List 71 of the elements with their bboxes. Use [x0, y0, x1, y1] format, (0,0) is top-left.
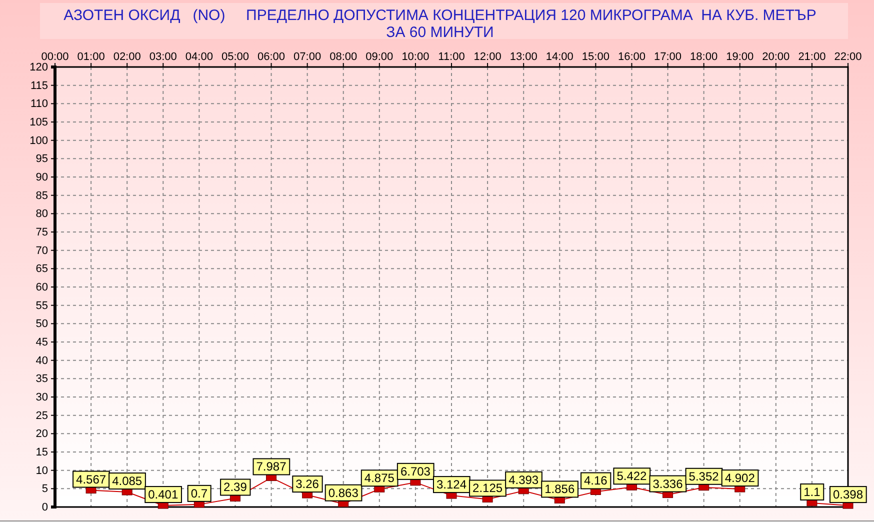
- data-label: 0.398: [832, 488, 864, 502]
- x-tick-label: 02:00: [113, 51, 141, 63]
- x-tick-label: 17:00: [654, 51, 682, 63]
- y-tick-label: 85: [36, 190, 48, 202]
- x-tick-label: 16:00: [618, 51, 646, 63]
- data-label: 5.422: [616, 469, 648, 484]
- x-tick-label: 13:00: [510, 51, 538, 63]
- x-tick-label: 22:00: [834, 51, 862, 63]
- chart-title: АЗОТЕН ОКСИД (NO) ПРЕДЕЛНО ДОПУСТИМА КОНЦЕНТРАЦИЯ 120 МИКРОГРАМА НА КУБ. МЕТЪР: [64, 7, 816, 24]
- data-label: 2.39: [224, 480, 248, 494]
- x-tick-label: 19:00: [726, 51, 754, 63]
- data-label: 7.987: [256, 460, 287, 474]
- y-tick-label: 35: [36, 373, 48, 386]
- x-tick-label: 06:00: [258, 51, 286, 63]
- data-label: 0.401: [148, 488, 178, 502]
- x-tick-label: 10:00: [402, 51, 430, 63]
- data-label: 1.856: [544, 482, 575, 496]
- y-tick-label: 70: [36, 244, 48, 257]
- y-tick-label: 100: [30, 134, 48, 147]
- data-label: 6.703: [400, 464, 431, 478]
- y-tick-label: 5: [42, 483, 48, 496]
- y-tick-label: 110: [30, 98, 48, 110]
- x-tick-label: 07:00: [294, 51, 322, 63]
- y-tick-label: 50: [36, 318, 48, 330]
- y-tick-label: 80: [36, 208, 48, 220]
- y-tick-label: 65: [36, 263, 48, 276]
- y-tick-label: 10: [36, 464, 48, 477]
- y-tick-label: 95: [36, 153, 48, 166]
- data-label: 4.085: [112, 474, 142, 488]
- data-label: 2.125: [472, 481, 503, 496]
- x-tick-label: 11:00: [438, 51, 465, 63]
- y-tick-label: 75: [36, 226, 48, 239]
- x-tick-label: 15:00: [582, 51, 610, 63]
- y-tick-label: 55: [36, 300, 48, 312]
- x-tick-label: 03:00: [149, 51, 177, 63]
- x-tick-label: 08:00: [330, 51, 358, 63]
- data-label: 1.1: [804, 484, 821, 499]
- data-label: 4.393: [508, 472, 539, 487]
- data-label: 3.26: [296, 477, 320, 492]
- y-tick-label: 105: [30, 116, 48, 129]
- y-tick-label: 115: [30, 80, 48, 92]
- x-tick-label: 21:00: [798, 51, 826, 63]
- data-label: 0.7: [190, 486, 208, 500]
- data-label: 4.902: [724, 471, 756, 486]
- y-tick-label: 60: [36, 282, 48, 294]
- data-label: 0.863: [328, 486, 359, 500]
- x-tick-label: 12:00: [474, 51, 502, 63]
- x-tick-label: 01:00: [77, 51, 105, 63]
- y-tick-label: 15: [36, 446, 48, 459]
- x-tick-label: 14:00: [546, 51, 574, 63]
- data-label: 3.124: [436, 478, 467, 492]
- y-tick-label: 120: [30, 62, 48, 74]
- y-tick-label: 0: [42, 502, 48, 514]
- x-tick-label: 09:00: [366, 51, 394, 63]
- x-tick-label: 20:00: [762, 51, 790, 63]
- y-tick-label: 30: [36, 392, 48, 404]
- data-label: 4.567: [76, 472, 106, 486]
- y-tick-label: 20: [36, 428, 48, 440]
- x-tick-label: 05:00: [221, 51, 249, 63]
- data-label: 5.352: [688, 469, 720, 484]
- y-tick-label: 45: [36, 336, 48, 349]
- data-label: 4.16: [584, 474, 608, 488]
- x-tick-label: 18:00: [690, 51, 718, 63]
- y-tick-label: 90: [36, 172, 48, 184]
- y-tick-label: 25: [36, 410, 48, 422]
- data-label: 4.875: [364, 471, 395, 486]
- data-label: 3.336: [652, 476, 684, 491]
- chart-subtitle: ЗА 60 МИНУТИ: [386, 24, 494, 41]
- x-tick-label: 04:00: [185, 51, 213, 63]
- y-tick-label: 40: [36, 354, 48, 367]
- x-tick-label: 00:00: [41, 51, 69, 63]
